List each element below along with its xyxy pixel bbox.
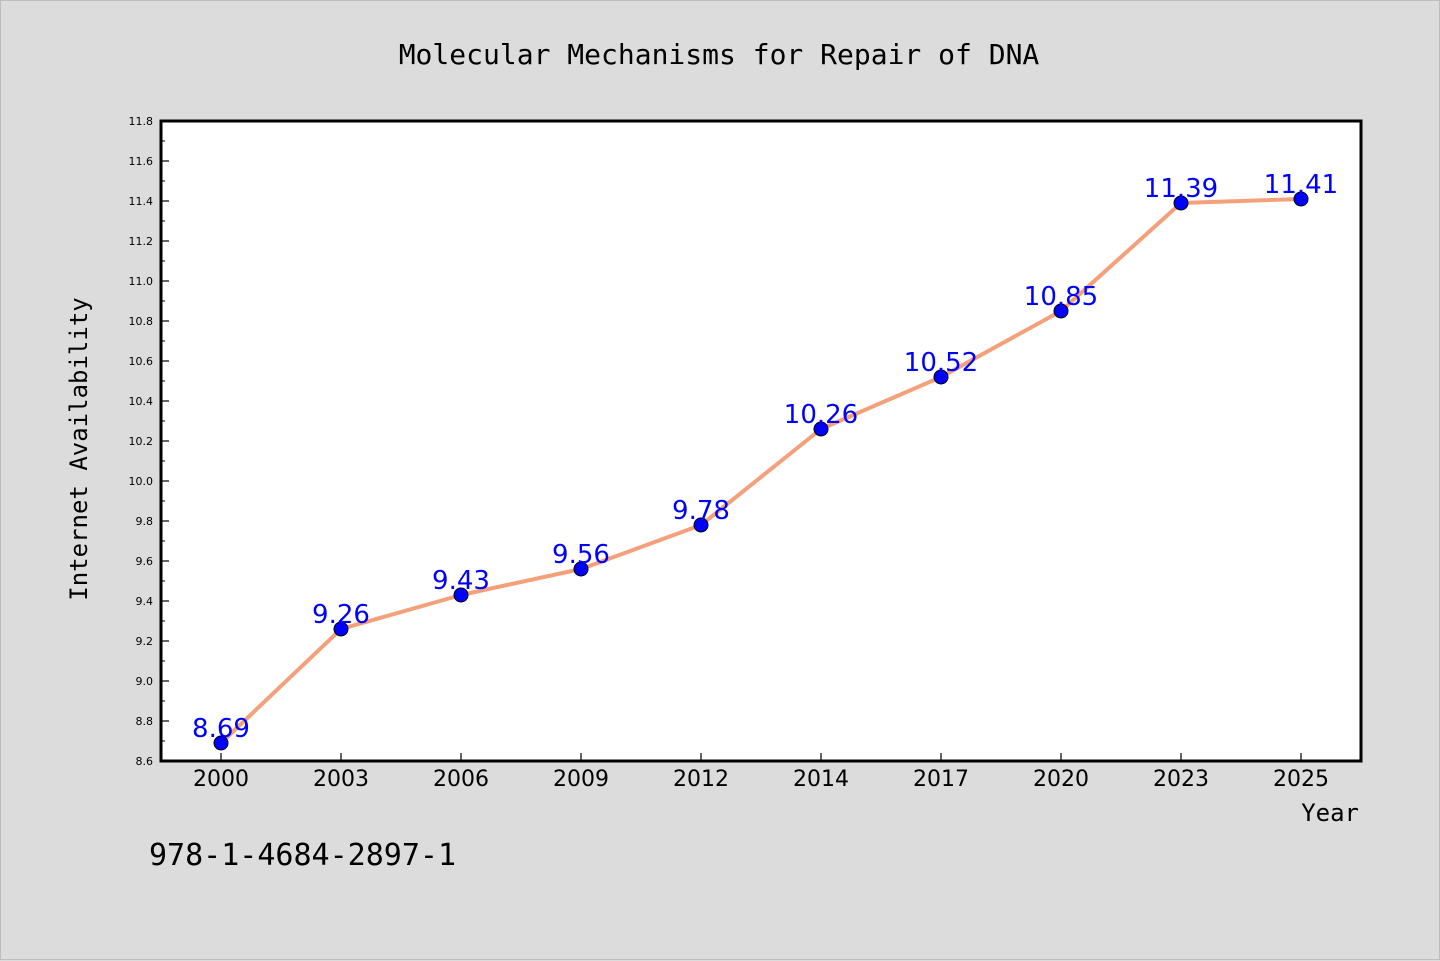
x-tick-label: 2006	[433, 767, 489, 792]
data-label: 8.69	[192, 714, 250, 744]
data-label: 9.43	[432, 566, 490, 596]
plot-area	[159, 119, 1363, 763]
y-tick-label: 10.8	[129, 315, 154, 328]
data-point	[1173, 195, 1189, 211]
data-label: 9.56	[552, 540, 610, 570]
data-label: 9.78	[672, 496, 730, 526]
x-tick-label: 2003	[313, 767, 369, 792]
data-label: 10.26	[784, 400, 858, 430]
data-point	[453, 587, 469, 603]
y-tick-label: 9.4	[136, 595, 154, 608]
x-axis-ticks: 2000 2003 2006 2009 2012 2014 2017 2020 2023 2025	[193, 753, 1329, 792]
data-label: 10.52	[904, 348, 978, 378]
y-tick-label: 9.8	[136, 515, 154, 528]
x-tick-label: 2023	[1153, 767, 1209, 792]
y-tick-label: 11.2	[129, 235, 154, 248]
data-label: 11.39	[1144, 174, 1218, 204]
data-point	[1053, 303, 1069, 319]
series-line	[219, 197, 1303, 745]
y-tick-label: 10.2	[129, 435, 154, 448]
data-point	[933, 369, 949, 385]
data-point	[813, 421, 829, 437]
data-point	[213, 735, 229, 751]
data-label: 11.41	[1264, 170, 1338, 200]
y-tick-label: 10.4	[129, 395, 154, 408]
x-tick-label: 2014	[793, 767, 849, 792]
data-label: 9.26	[312, 600, 370, 630]
x-tick-label: 2009	[553, 767, 609, 792]
series-layer: 8.69 9.26 9.43 9.56 9.78 10.26 10.52 10.85 11.39…	[192, 170, 1338, 751]
x-axis-label: Year	[1301, 799, 1359, 827]
data-point	[693, 517, 709, 533]
y-tick-label: 8.6	[136, 755, 154, 768]
y-tick-label: 11.6	[129, 155, 154, 168]
isbn-text: 978-1-4684-2897-1	[149, 838, 456, 873]
data-point	[1293, 191, 1309, 207]
chart-title: Molecular Mechanisms for Repair of DNA	[399, 38, 1040, 71]
y-axis-ticks: 8.6 8.8 9.0 9.2 9.4 9.6 9.8 10.0 10.2 10.4 10.6 10.…	[129, 115, 169, 768]
x-tick-label: 2000	[193, 767, 249, 792]
y-tick-label: 9.0	[136, 675, 154, 688]
y-axis-label: Internet Availability	[65, 297, 93, 600]
y-tick-label: 11.4	[129, 195, 154, 208]
y-tick-label: 10.6	[129, 355, 154, 368]
y-tick-label: 9.2	[136, 635, 154, 648]
y-tick-label: 10.0	[129, 475, 154, 488]
x-tick-label: 2017	[913, 767, 969, 792]
data-point	[333, 621, 349, 637]
x-tick-label: 2020	[1033, 767, 1089, 792]
data-label: 10.85	[1024, 282, 1098, 312]
data-point	[573, 561, 589, 577]
y-tick-label: 8.8	[136, 715, 154, 728]
x-tick-label: 2025	[1273, 767, 1329, 792]
y-tick-label: 11.0	[129, 275, 154, 288]
y-tick-label: 9.6	[136, 555, 154, 568]
y-tick-label: 11.8	[129, 115, 154, 128]
x-tick-label: 2012	[673, 767, 729, 792]
